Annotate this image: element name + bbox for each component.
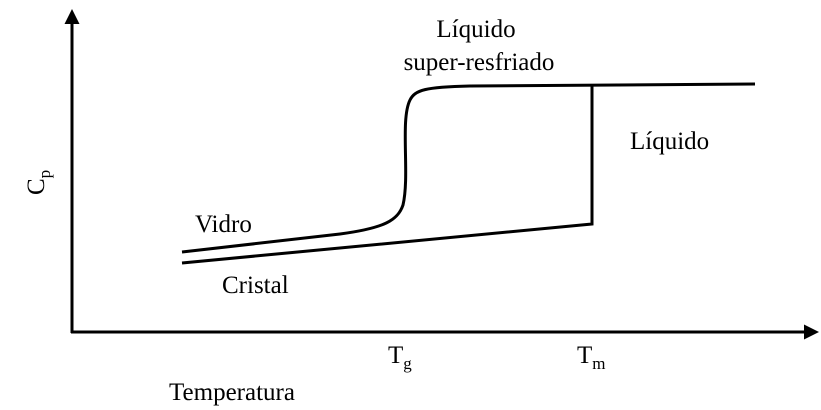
glass-curve <box>181 82 756 254</box>
label: Vidro <box>195 211 252 238</box>
marker-label: Tm <box>577 342 606 373</box>
label: Cristal <box>222 272 289 299</box>
marker-label: Tg <box>388 342 412 373</box>
label: Líquido <box>436 16 515 43</box>
crystal-curve <box>181 84 594 265</box>
y-axis-label: Cp <box>23 170 54 195</box>
x-axis-label: Temperatura <box>169 379 295 406</box>
label: Líquido <box>630 128 709 155</box>
label: super-resfriado <box>404 49 555 76</box>
